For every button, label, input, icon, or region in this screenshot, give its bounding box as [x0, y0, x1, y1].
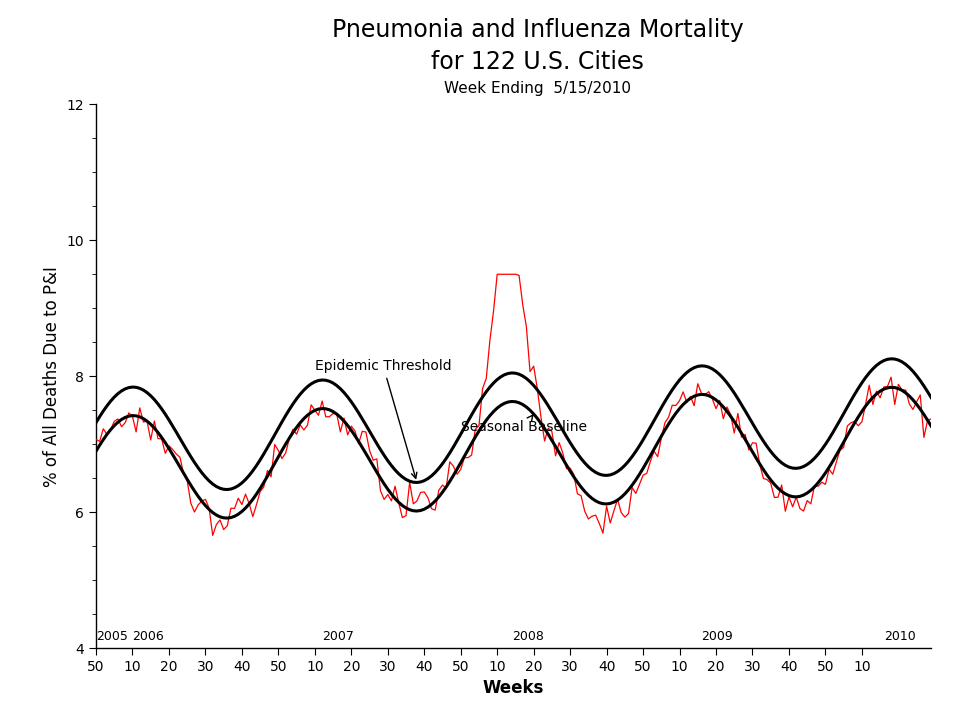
Text: 2008: 2008 [512, 629, 543, 642]
Text: Pneumonia and Influenza Mortality: Pneumonia and Influenza Mortality [332, 18, 743, 42]
Text: 2010: 2010 [884, 629, 916, 642]
Text: Epidemic Threshold: Epidemic Threshold [315, 359, 451, 478]
X-axis label: Weeks: Weeks [483, 680, 544, 698]
Text: 2005: 2005 [96, 629, 128, 642]
Text: Seasonal Baseline: Seasonal Baseline [461, 415, 587, 434]
Text: 2009: 2009 [702, 629, 733, 642]
Text: 2007: 2007 [323, 629, 354, 642]
Y-axis label: % of All Deaths Due to P&I: % of All Deaths Due to P&I [43, 266, 61, 487]
Text: for 122 U.S. Cities: for 122 U.S. Cities [431, 50, 644, 74]
Text: Week Ending  5/15/2010: Week Ending 5/15/2010 [444, 81, 631, 96]
Text: 2006: 2006 [132, 629, 164, 642]
